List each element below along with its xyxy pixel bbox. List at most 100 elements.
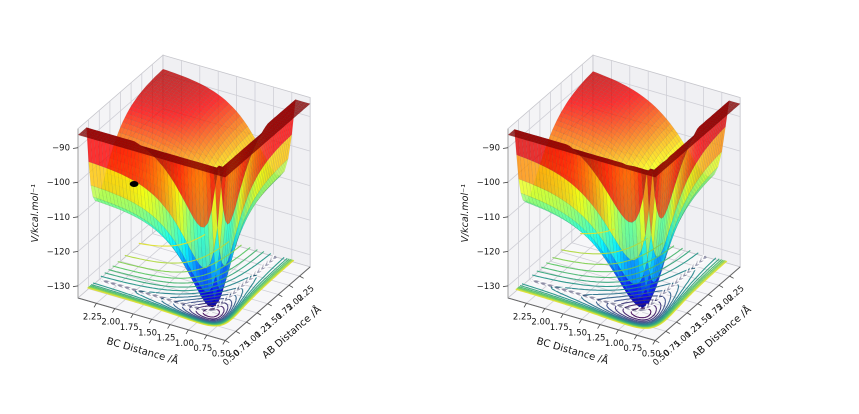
path-arrow-chevron <box>672 279 679 286</box>
path-arrow-chevron <box>242 279 250 286</box>
x-tick-label: 0.75 <box>193 344 212 354</box>
reaction-path-arrows <box>100 254 278 313</box>
z-tick-label: −120 <box>476 247 499 257</box>
z-tick-label: −90 <box>52 144 70 154</box>
z-axis-label: V/kcal.mol⁻¹ <box>460 184 471 243</box>
path-arrow-chevron <box>170 298 178 305</box>
path-arrow-chevron <box>198 306 206 313</box>
x-tick-label: 0.50 <box>212 350 231 360</box>
x-tick-label: 1.75 <box>120 323 139 333</box>
x-tick-label: 2.25 <box>83 312 102 322</box>
path-arrow-chevron <box>107 280 115 287</box>
x-tick-label: 1.25 <box>157 334 176 344</box>
path-arrow-chevron <box>262 261 270 269</box>
x-tick-label: 0.50 <box>641 350 660 360</box>
floor-contour-projection <box>87 234 295 327</box>
path-arrow-chevron <box>696 258 704 265</box>
path-arrow-chevron <box>592 296 600 303</box>
x-tick-label: 1.75 <box>549 323 568 333</box>
path-arrow-chevron <box>550 284 558 291</box>
path-arrow-chevron <box>536 280 544 287</box>
z-tick-label: −110 <box>476 213 499 223</box>
path-arrow-chevron <box>205 306 213 313</box>
z-tick-label: −100 <box>476 178 499 188</box>
path-arrow-chevron <box>643 303 651 310</box>
path-arrow-chevron <box>238 282 246 289</box>
x-tick-label: 1.00 <box>604 339 623 349</box>
path-arrow-chevron <box>270 254 278 262</box>
path-arrow-chevron <box>620 304 628 311</box>
path-arrow-chevron <box>177 300 185 307</box>
path-arrow-chevron <box>599 298 607 305</box>
path-arrow-chevron <box>258 265 266 272</box>
x-tick-label: 1.25 <box>586 334 605 344</box>
z-tick-label: −90 <box>482 144 500 154</box>
x-tick-label: 2.25 <box>512 312 531 322</box>
path-arrow-chevron <box>543 282 551 289</box>
x-tick-label: 0.75 <box>623 344 642 354</box>
path-arrow-chevron <box>226 293 234 300</box>
path-arrow-chevron <box>692 261 700 269</box>
x-tick-label: 1.50 <box>568 328 587 338</box>
path-arrow-chevron <box>121 284 129 291</box>
potential-surface-mesh <box>77 68 311 308</box>
path-arrow-chevron <box>627 306 635 313</box>
path-arrow-chevron <box>634 306 642 313</box>
path-arrow-chevron <box>218 300 226 307</box>
x-tick-label: 1.00 <box>175 339 194 349</box>
path-arrow-chevron <box>656 293 663 300</box>
path-arrow-chevron <box>234 286 242 293</box>
path-arrow-chevron <box>571 290 579 297</box>
path-arrow-chevron <box>230 289 238 296</box>
path-arrow-chevron <box>564 288 572 295</box>
path-arrow-chevron <box>700 254 708 262</box>
path-arrow-chevron <box>684 268 691 276</box>
path-arrow-chevron <box>676 275 683 282</box>
y-tick-label: 2.25 <box>725 284 746 304</box>
path-arrow-chevron <box>128 286 136 293</box>
path-arrow-chevron <box>246 275 254 282</box>
z-tick-label: −110 <box>47 213 70 223</box>
z-tick-label: −130 <box>47 282 70 292</box>
path-arrow-chevron <box>149 292 157 299</box>
path-arrow-chevron <box>557 286 565 293</box>
x-tick-label: 2.00 <box>101 318 120 328</box>
path-arrow-chevron <box>142 290 150 297</box>
path-arrow-chevron <box>647 300 655 307</box>
trajectory-marker <box>129 181 139 187</box>
y-tick-label: 2.25 <box>296 284 317 304</box>
path-arrow-chevron <box>184 302 192 309</box>
z-tick-label: −120 <box>47 247 70 257</box>
z-axis-label: V/kcal.mol⁻¹ <box>30 184 41 243</box>
z-tick-label: −130 <box>476 282 499 292</box>
path-arrow-chevron <box>585 294 593 301</box>
path-arrow-chevron <box>135 288 143 295</box>
path-arrow-chevron <box>688 265 695 272</box>
path-arrow-chevron <box>266 258 274 265</box>
path-arrow-chevron <box>254 268 262 276</box>
path-arrow-chevron <box>664 286 671 293</box>
path-arrow-chevron <box>613 302 621 309</box>
path-arrow-chevron <box>163 296 171 303</box>
path-arrow-chevron <box>214 303 222 310</box>
surface-plot-left: 2.25 2.00 1.75 1.50 1.25 1.00 0.75 0.50 BC Dista… <box>30 54 324 368</box>
path-arrow-chevron <box>578 292 586 299</box>
path-arrow-chevron <box>222 296 230 303</box>
path-arrow-chevron <box>114 282 122 289</box>
path-arrow-chevron <box>660 289 667 296</box>
z-tick-label: −100 <box>47 178 70 188</box>
path-arrow-chevron <box>651 296 659 303</box>
path-arrow-chevron <box>529 278 537 285</box>
path-arrow-chevron <box>100 278 108 285</box>
path-arrow-chevron <box>668 282 675 289</box>
path-arrow-chevron <box>606 300 614 307</box>
path-arrow-chevron <box>156 294 164 301</box>
path-arrow-chevron <box>680 272 687 279</box>
surface-plot-right: 2.25 2.00 1.75 1.50 1.25 1.00 0.75 0.50 BC Dista… <box>430 0 859 414</box>
x-tick-label: 2.00 <box>531 318 550 328</box>
path-arrow-chevron <box>250 272 258 279</box>
reaction-path-arrows <box>529 254 708 313</box>
x-tick-label: 1.50 <box>138 328 157 338</box>
